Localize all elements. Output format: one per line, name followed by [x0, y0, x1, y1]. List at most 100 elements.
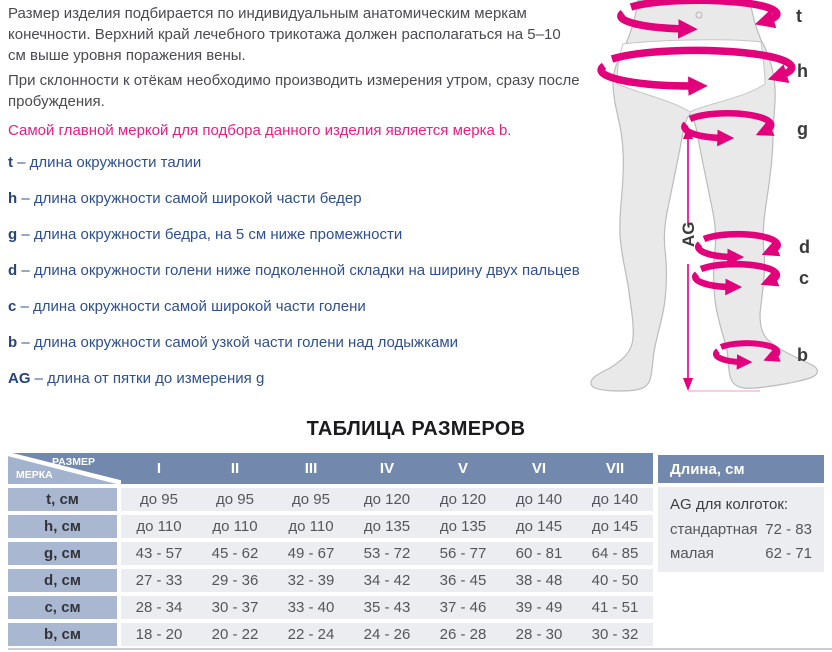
intro-paragraph-1: Размер изделия подбирается по индивидуал…: [8, 5, 561, 64]
table-cell: до 120: [363, 491, 411, 508]
measure-key: g: [8, 226, 18, 243]
corner-label-measure: МЕРКА: [16, 469, 53, 481]
table-cell: 39 - 49: [515, 599, 563, 616]
column-header: VI: [531, 460, 547, 477]
highlight-note: Самой главной меркой для подбора данного…: [8, 122, 512, 139]
table-cell: 30 - 37: [211, 599, 259, 616]
figure-label-t: t: [796, 6, 802, 26]
underwear-shape: [616, 39, 766, 113]
list-item: AG – длина от пятки до измерения g: [8, 368, 620, 389]
table-cell: 20 - 22: [211, 626, 259, 643]
row-label: d, см: [8, 569, 117, 592]
row-cells: 28 - 34 30 - 37 33 - 40 35 - 43 37 - 46 …: [121, 596, 653, 619]
table-row: t, см до 95 до 95 до 95 до 120 до 120 до…: [8, 488, 653, 511]
table-cell: до 95: [140, 491, 178, 508]
column-header: I: [156, 460, 162, 477]
table-row: c, см 28 - 34 30 - 37 33 - 40 35 - 43 37…: [8, 596, 653, 619]
below-knee-arrow-d: [695, 230, 781, 266]
table-cell: до 110: [288, 518, 334, 535]
table-cell: до 140: [515, 491, 563, 508]
measure-key: d: [8, 262, 18, 279]
table-cell: 60 - 81: [515, 545, 563, 562]
table-cell: до 135: [439, 518, 487, 535]
table-cell: до 140: [591, 491, 639, 508]
row-label: b, см: [8, 623, 117, 646]
calf-arrow-c: [692, 260, 781, 296]
table-row: h, см до 110 до 110 до 110 до 135 до 135…: [8, 515, 653, 538]
list-item: h – длина окружности самой широкой части…: [8, 188, 620, 209]
table-row: d, см 27 - 33 29 - 36 32 - 39 34 - 42 36…: [8, 569, 653, 592]
table-cell: до 145: [515, 518, 563, 535]
list-item: c – длина окружности самой широкой части…: [8, 296, 620, 317]
measure-key: t: [8, 154, 13, 171]
table-cell: 29 - 36: [211, 572, 259, 589]
corner-cell: РАЗМЕР МЕРКА: [8, 453, 121, 484]
table-cell: до 110: [136, 518, 182, 535]
size-table-header: РАЗМЕР МЕРКА I II III IV V VI VII: [8, 453, 653, 484]
table-cell: 38 - 48: [515, 572, 563, 589]
thigh-arrow-g: [681, 110, 775, 147]
table-cell: 30 - 32: [591, 626, 639, 643]
table-cell: до 120: [439, 491, 487, 508]
table-cell: 32 - 39: [287, 572, 335, 589]
table-cell: 45 - 62: [211, 545, 259, 562]
list-item: d – длина окружности голени ниже подколе…: [8, 260, 620, 281]
list-item: t – длина окружности талии: [8, 152, 620, 173]
row-label: t, см: [8, 488, 117, 511]
table-cell: 53 - 72: [363, 545, 411, 562]
table-cell: 28 - 34: [135, 599, 183, 616]
measure-desc: – длина окружности самой широкой части г…: [20, 298, 366, 315]
measure-desc: – длина окружности голени ниже подколенн…: [21, 262, 580, 279]
row-cells: 43 - 57 45 - 62 49 - 67 53 - 72 56 - 77 …: [121, 542, 653, 565]
measure-key: b: [8, 334, 18, 351]
table-cell: 41 - 51: [591, 599, 639, 616]
table-cell: 27 - 33: [135, 572, 183, 589]
table-cell: 34 - 42: [363, 572, 411, 589]
column-header: V: [457, 460, 468, 477]
row-cells: до 110 до 110 до 110 до 135 до 135 до 14…: [121, 515, 653, 538]
table-cell: 64 - 85: [591, 545, 639, 562]
table-cell: до 95: [292, 491, 330, 508]
table-cell: 18 - 20: [135, 626, 183, 643]
row-label: g, см: [8, 542, 117, 565]
bottom-divider: [8, 648, 832, 650]
column-header: IV: [379, 460, 395, 477]
table-cell: 24 - 26: [363, 626, 411, 643]
length-option-label: стандартная: [670, 521, 758, 538]
table-cell: 28 - 30: [515, 626, 563, 643]
table-cell: 43 - 57: [135, 545, 183, 562]
figure-label-b: b: [797, 345, 808, 365]
length-panel-header: Длина, см: [658, 455, 824, 483]
table-cell: до 145: [591, 518, 639, 535]
column-header: III: [304, 460, 318, 477]
row-cells: 27 - 33 29 - 36 32 - 39 34 - 42 36 - 45 …: [121, 569, 653, 592]
hip-arrow-h: [597, 46, 796, 96]
measurement-list: t – длина окружности талии h – длина окр…: [8, 152, 620, 404]
list-item: b – длина окружности самой узкой части г…: [8, 332, 620, 353]
size-table: РАЗМЕР МЕРКА I II III IV V VI VII t, см …: [8, 453, 653, 646]
ankle-arrow-b: [713, 340, 781, 370]
measure-key: AG: [8, 370, 31, 387]
body-measurement-diagram: AG t h g d: [590, 0, 818, 392]
length-panel-subtitle: AG для колготок:: [670, 496, 789, 513]
length-option: стандартная 72 - 83: [670, 521, 812, 538]
column-header: II: [230, 460, 240, 477]
size-columns: I II III IV V VI VII: [121, 453, 653, 484]
size-table-title: ТАБЛИЦА РАЗМЕРОВ: [306, 418, 526, 440]
table-cell: до 135: [363, 518, 411, 535]
intro-paragraph-2: При склонности к отёкам необходимо произ…: [8, 72, 580, 110]
length-panel: Длина, см AG для колготок: стандартная 7…: [658, 455, 824, 572]
waist-arrow-t: [617, 0, 781, 39]
length-option-value: 72 - 83: [765, 521, 812, 538]
table-cell: 26 - 28: [439, 626, 487, 643]
column-header: VII: [605, 460, 625, 477]
length-option-value: 62 - 71: [765, 545, 812, 562]
row-cells: 18 - 20 20 - 22 22 - 24 24 - 26 26 - 28 …: [121, 623, 653, 646]
measure-desc: – длина от пятки до измерения g: [34, 370, 265, 387]
row-cells: до 95 до 95 до 95 до 120 до 120 до 140 д…: [121, 488, 653, 511]
measure-desc: – длина окружности талии: [17, 154, 202, 171]
table-cell: до 110: [212, 518, 258, 535]
measure-key: c: [8, 298, 17, 315]
corner-label-size: РАЗМЕР: [52, 456, 95, 468]
